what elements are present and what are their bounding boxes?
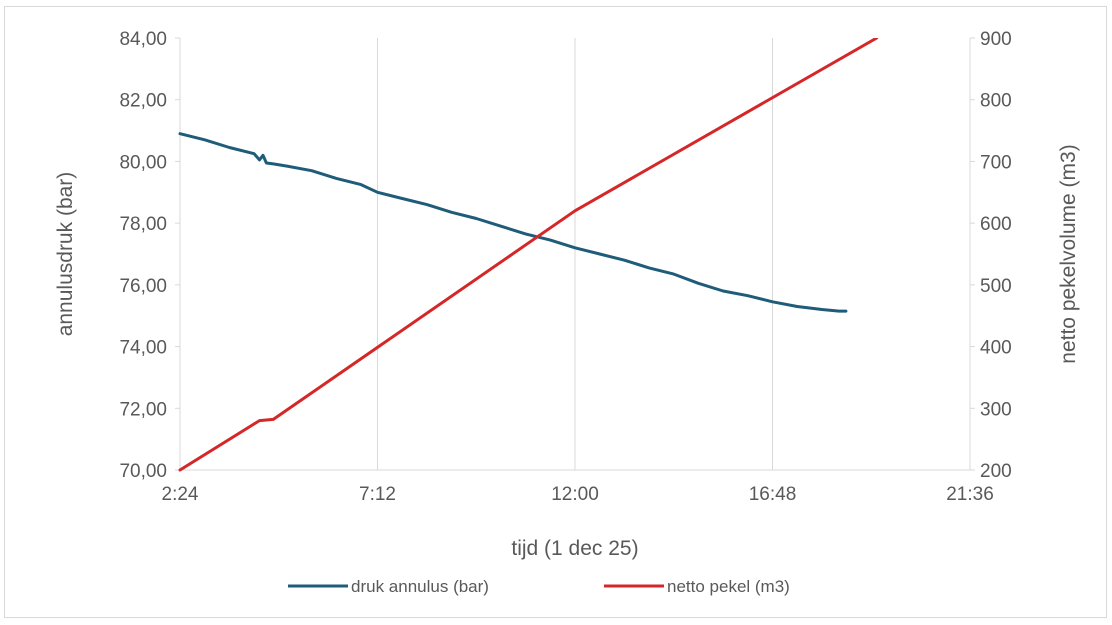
- axes: [175, 37, 975, 471]
- y-left-tick-label: 70,00: [119, 461, 167, 482]
- grid-lines: [179, 38, 971, 470]
- x-tick-label: 12:00: [551, 484, 599, 505]
- y-right-tick-label: 800: [980, 91, 1012, 112]
- series-group: [178, 38, 879, 472]
- x-axis-title: tijd (1 dec 25): [511, 537, 638, 560]
- y-right-tick-label: 700: [980, 152, 1012, 173]
- y-left-tick-label: 80,00: [119, 152, 167, 173]
- y-right-tick-label: 200: [980, 461, 1012, 482]
- y-right-tick-label: 400: [980, 338, 1012, 359]
- x-tick-label: 16:48: [749, 484, 797, 505]
- y-right-tick-label: 600: [980, 214, 1012, 235]
- x-tick-label: 7:12: [359, 484, 396, 505]
- y-axis-left-title: annulusdruk (bar): [54, 172, 77, 337]
- tick-labels: 2:24 7:12 12:00 16:48 21:36 84,00 82,00 80,00 78…: [119, 29, 1011, 505]
- y-left-tick-label: 76,00: [119, 276, 167, 297]
- y-right-tick-label: 900: [980, 29, 1012, 50]
- x-tick-label: 2:24: [162, 484, 199, 505]
- y-left-tick-label: 72,00: [119, 399, 167, 420]
- y-left-tick-label: 78,00: [119, 214, 167, 235]
- y-right-tick-label: 300: [980, 399, 1012, 420]
- y-axis-right-title: netto pekelvolume (m3): [1057, 144, 1080, 363]
- legend-label-pekel: netto pekel (m3): [667, 577, 790, 596]
- y-left-tick-label: 74,00: [119, 338, 167, 359]
- y-right-tick-label: 500: [980, 276, 1012, 297]
- y-left-tick-label: 82,00: [119, 91, 167, 112]
- x-tick-label: 21:36: [946, 484, 994, 505]
- legend: druk annulus (bar) netto pekel (m3): [288, 577, 790, 596]
- chart-frame: [4, 6, 1107, 618]
- y-left-tick-label: 84,00: [119, 29, 167, 50]
- series-line-netto-pekel: [178, 38, 879, 472]
- legend-label-druk: druk annulus (bar): [351, 577, 489, 596]
- series-line-druk-annulus: [178, 132, 848, 313]
